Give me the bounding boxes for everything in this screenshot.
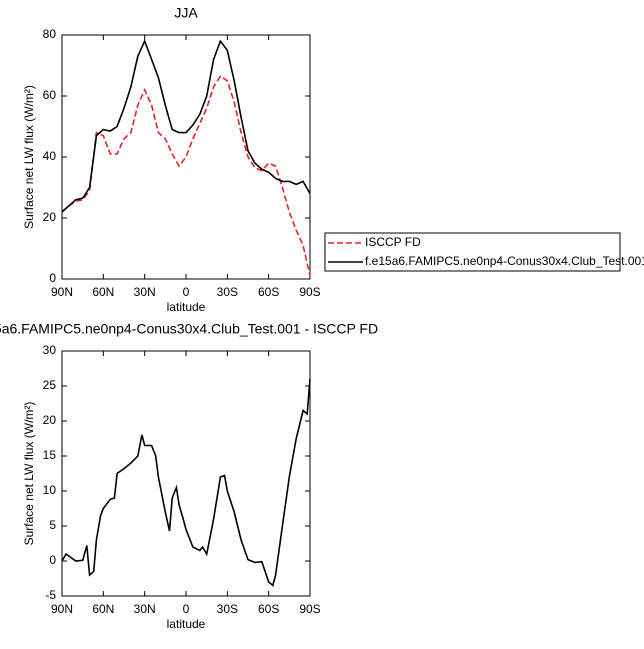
y-tick-label: 5 <box>49 518 56 532</box>
x-tick-label: 30S <box>217 602 238 616</box>
x-tick-label: 0 <box>183 285 190 299</box>
legend-label: ISCCP FD <box>365 235 421 249</box>
y-tick-label: 20 <box>43 210 57 224</box>
y-tick-label: 25 <box>43 378 57 392</box>
y-tick-label: 15 <box>43 448 57 462</box>
x-axis-label: latitude <box>167 617 206 631</box>
x-tick-label: 60S <box>258 285 279 299</box>
x-tick-label: 30N <box>134 285 156 299</box>
y-tick-label: 60 <box>43 88 57 102</box>
data-line <box>61 39 311 213</box>
y-tick-label: 30 <box>43 343 57 357</box>
data-line <box>61 75 311 277</box>
x-tick-label: 60N <box>92 285 114 299</box>
plot-frame <box>61 34 311 280</box>
y-tick-label: 40 <box>43 149 57 163</box>
y-axis-label: Surface net LW flux (W/m²) <box>22 85 36 229</box>
legend-box <box>324 232 621 272</box>
y-tick-label: -5 <box>45 588 56 602</box>
legend-label: f.e15a6.FAMIPC5.ne0np4-Conus30x4.Club_Te… <box>365 254 644 268</box>
chart-title: 5a6.FAMIPC5.ne0np4-Conus30x4.Club_Test.0… <box>0 321 378 337</box>
y-tick-label: 0 <box>49 553 56 567</box>
x-tick-label: 0 <box>183 602 190 616</box>
chart-title: JJA <box>174 5 198 21</box>
x-tick-label: 90S <box>299 285 320 299</box>
x-tick-label: 90S <box>299 602 320 616</box>
x-tick-label: 90N <box>51 285 73 299</box>
data-line <box>61 378 311 587</box>
x-tick-label: 90N <box>51 602 73 616</box>
x-tick-label: 30N <box>134 602 156 616</box>
x-tick-label: 60S <box>258 602 279 616</box>
x-axis-label: latitude <box>167 300 206 314</box>
x-tick-label: 60N <box>92 602 114 616</box>
y-axis-label: Surface net LW flux (W/m²) <box>22 402 36 546</box>
y-tick-label: 20 <box>43 413 57 427</box>
x-tick-label: 30S <box>217 285 238 299</box>
y-tick-label: 0 <box>49 271 56 285</box>
y-tick-label: 80 <box>43 27 57 41</box>
y-tick-label: 10 <box>43 483 57 497</box>
plot-frame <box>61 350 311 597</box>
